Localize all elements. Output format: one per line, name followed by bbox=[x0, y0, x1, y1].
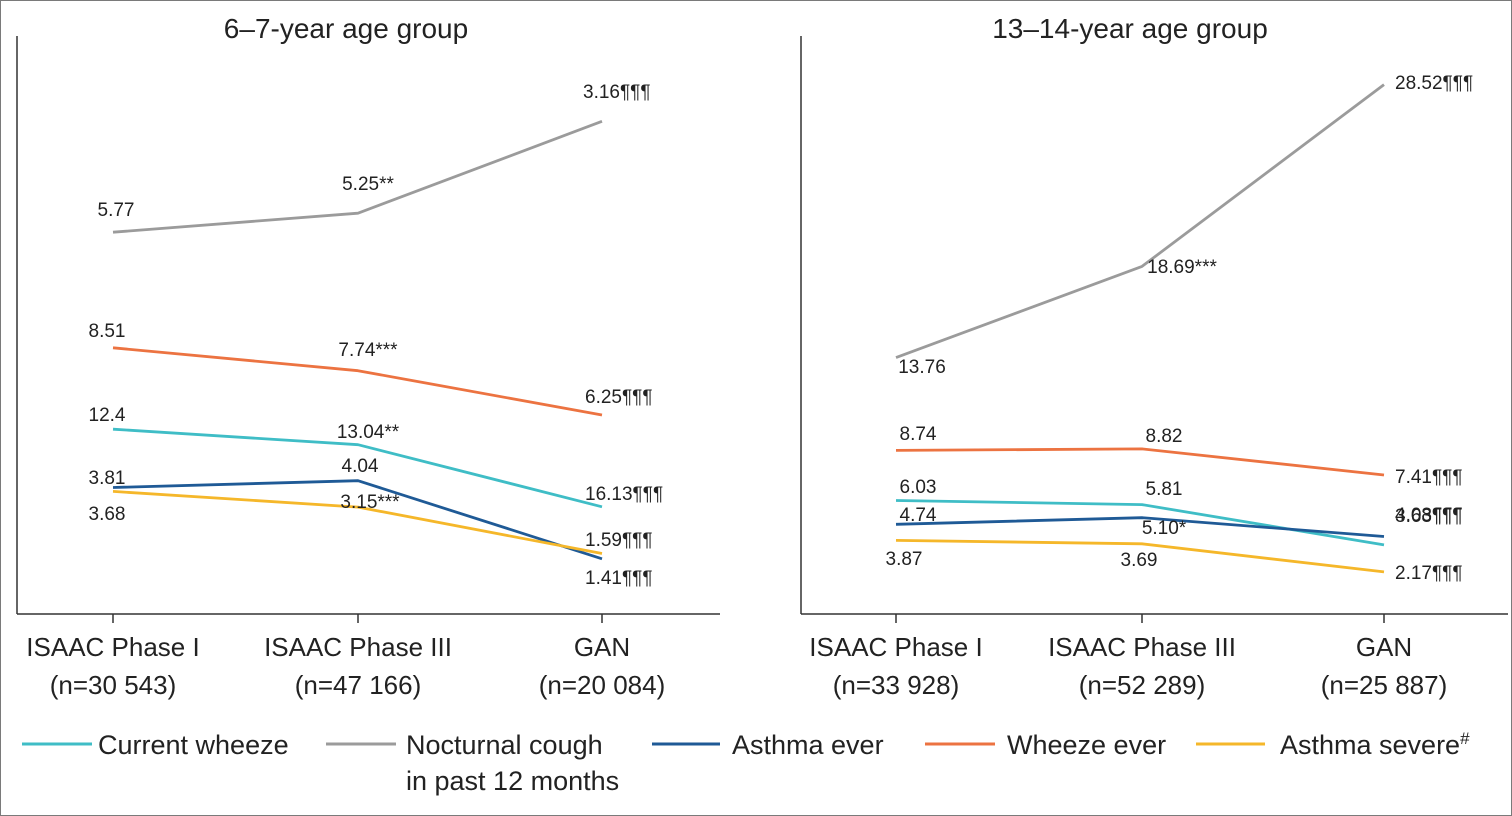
legend-label: Asthma severe# bbox=[1280, 729, 1470, 760]
data-label: 3.87 bbox=[886, 549, 923, 570]
data-label: 28.52¶¶¶ bbox=[1395, 73, 1473, 94]
data-label: 8.74 bbox=[900, 424, 937, 445]
data-label: 5.81 bbox=[1146, 479, 1183, 500]
legend-label: Current wheeze bbox=[98, 730, 289, 760]
legend-label-superscript: # bbox=[1460, 729, 1470, 748]
x-tick-sublabel: (n=20 084) bbox=[539, 670, 665, 700]
series-line-current-wheeze bbox=[112, 427, 603, 509]
series-line-nocturnal-cough-in-past-12-months bbox=[895, 83, 1385, 359]
panel-title: 13–14-year age group bbox=[992, 13, 1268, 44]
data-label: 8.51 bbox=[89, 321, 126, 342]
x-tick-label: ISAAC Phase I bbox=[809, 632, 982, 662]
data-label: 7.41¶¶¶ bbox=[1395, 467, 1463, 488]
series-line-asthma-ever bbox=[895, 516, 1385, 538]
series-line-wheeze-ever bbox=[895, 447, 1385, 477]
chart-panel-2: 13–14-year age group ISAAC Phase I (n=33 9… bbox=[800, 13, 1508, 700]
legend: Current wheeze Nocturnal cough in past 12 … bbox=[22, 729, 1470, 796]
data-label: 18.69*** bbox=[1147, 257, 1217, 278]
data-label: 1.41¶¶¶ bbox=[585, 568, 653, 589]
series-line-asthma-severe bbox=[895, 539, 1385, 574]
series-line-wheeze-ever bbox=[112, 346, 603, 417]
data-label: 3.63¶¶¶ bbox=[1395, 506, 1463, 527]
data-label: 6.25¶¶¶ bbox=[585, 387, 653, 408]
x-tick-label: GAN bbox=[1356, 632, 1412, 662]
x-tick-label: GAN bbox=[574, 632, 630, 662]
data-label: 4.08¶¶¶ bbox=[1395, 505, 1463, 526]
legend-item-nocturnal-cough-in-past-12-months: Nocturnal cough in past 12 months bbox=[326, 730, 619, 796]
data-label: 3.69 bbox=[1121, 550, 1158, 571]
series-line-nocturnal-cough-in-past-12-months bbox=[112, 119, 603, 234]
data-label: 3.16¶¶¶ bbox=[583, 82, 651, 103]
legend-label: in past 12 months bbox=[406, 766, 619, 796]
data-label: 13.76 bbox=[898, 357, 946, 378]
series-line-asthma-severe bbox=[112, 490, 603, 555]
data-label: 2.17¶¶¶ bbox=[1395, 563, 1463, 584]
panel-title: 6–7-year age group bbox=[224, 13, 468, 44]
x-tick-sublabel: (n=25 887) bbox=[1321, 670, 1447, 700]
data-label: 3.81 bbox=[89, 468, 126, 489]
data-label: 16.13¶¶¶ bbox=[585, 484, 663, 505]
series-line-asthma-ever bbox=[112, 479, 603, 561]
legend-item-asthma-ever: Asthma ever bbox=[652, 730, 884, 760]
data-label: 4.04 bbox=[342, 456, 379, 477]
x-tick-sublabel: (n=47 166) bbox=[295, 670, 421, 700]
data-label: 7.74*** bbox=[338, 340, 398, 361]
data-label: 5.25** bbox=[342, 174, 394, 195]
legend-item-current-wheeze: Current wheeze bbox=[22, 730, 289, 760]
chart-panel-1: 6–7-year age group ISAAC Phase I (n=30 543… bbox=[16, 13, 720, 700]
x-tick-label: ISAAC Phase I bbox=[26, 632, 199, 662]
legend-item-asthma-severe: Asthma severe# bbox=[1196, 729, 1470, 760]
data-label: 5.10* bbox=[1142, 518, 1187, 539]
x-tick-label: ISAAC Phase III bbox=[1048, 632, 1236, 662]
data-label: 3.15*** bbox=[340, 492, 400, 513]
x-tick-sublabel: (n=52 289) bbox=[1079, 670, 1205, 700]
legend-label: Wheeze ever bbox=[1007, 730, 1166, 760]
legend-item-wheeze-ever: Wheeze ever bbox=[925, 730, 1166, 760]
data-label: 13.04** bbox=[337, 422, 400, 443]
legend-label: Asthma ever bbox=[732, 730, 884, 760]
data-label: 1.59¶¶¶ bbox=[585, 530, 653, 551]
data-label: 6.03 bbox=[900, 477, 937, 498]
data-label: 5.77 bbox=[98, 200, 135, 221]
data-label: 8.82 bbox=[1146, 426, 1183, 447]
x-tick-sublabel: (n=30 543) bbox=[50, 670, 176, 700]
data-label: 4.74 bbox=[900, 505, 937, 526]
data-label: 12.4 bbox=[89, 405, 126, 426]
data-label: 3.68 bbox=[89, 504, 126, 525]
x-tick-sublabel: (n=33 928) bbox=[833, 670, 959, 700]
legend-label: Nocturnal cough bbox=[406, 730, 603, 760]
x-tick-label: ISAAC Phase III bbox=[264, 632, 452, 662]
